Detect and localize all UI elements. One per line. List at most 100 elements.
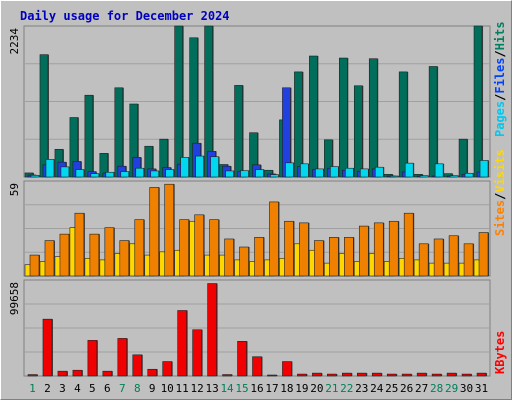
bar-kbytes-day-7	[117, 338, 128, 377]
bar-pages-day-10	[165, 169, 175, 178]
bar-kbytes-day-11	[177, 310, 187, 377]
panel-kbytes-side-label: KBytes	[493, 331, 507, 374]
bar-pages-day-2	[45, 159, 55, 178]
bar-pages-day-27	[419, 175, 429, 178]
bar-sites-day-21	[329, 237, 339, 277]
bar-sites-day-6	[104, 227, 115, 277]
bar-sites-day-4	[74, 212, 85, 277]
bar-sites-day-14	[224, 238, 234, 277]
side-label-separator: /	[493, 94, 507, 101]
x-tick-label-day-18: 18	[280, 382, 293, 395]
x-tick-label-day-31: 31	[475, 382, 488, 395]
bar-sites-day-18	[284, 220, 294, 277]
bar-pages-day-23	[359, 168, 369, 178]
bar-pages-day-18	[285, 162, 294, 178]
bar-kbytes-day-13	[207, 283, 217, 377]
x-tick-label-day-14: 14	[220, 382, 234, 395]
bar-kbytes-day-6	[102, 370, 113, 377]
bar-sites-day-12	[194, 214, 204, 277]
bar-sites-day-29	[448, 235, 459, 277]
bar-pages-day-19	[300, 163, 309, 178]
bar-kbytes-day-12	[192, 329, 202, 377]
x-tick-label-day-24: 24	[370, 382, 384, 395]
bar-pages-day-8	[135, 167, 145, 178]
x-tick-label-day-11: 11	[176, 382, 189, 395]
x-tick-label-day-6: 6	[104, 382, 111, 395]
side-label-sites: Sites	[493, 200, 507, 236]
x-tick-label-day-25: 25	[385, 382, 398, 395]
bar-kbytes-day-19	[297, 373, 307, 377]
x-tick-label-day-28: 28	[430, 382, 443, 395]
side-label-pages: Pages	[493, 101, 507, 137]
bar-kbytes-day-30	[461, 373, 472, 377]
bar-sites-day-8	[134, 219, 145, 277]
bar-sites-day-26	[403, 212, 414, 277]
x-tick-label-day-10: 10	[161, 382, 174, 395]
bar-pages-day-16	[255, 169, 264, 178]
bar-pages-day-20	[315, 168, 324, 178]
bar-pages-day-26	[404, 162, 414, 178]
bar-hits-day-20	[309, 55, 318, 178]
bar-kbytes-day-28	[431, 373, 442, 377]
bar-kbytes-day-14	[222, 374, 232, 377]
x-tick-label-day-17: 17	[265, 382, 278, 395]
bar-hits-day-7	[114, 87, 124, 178]
x-tick-label-day-13: 13	[205, 382, 218, 395]
bar-pages-day-22	[345, 167, 354, 178]
bar-sites-day-11	[179, 219, 189, 277]
bar-sites-day-30	[463, 243, 474, 277]
panel-pages-files-hits-ymax-label: 2234	[8, 28, 21, 55]
bar-hits-day-24	[368, 58, 378, 178]
x-tick-label-day-5: 5	[89, 382, 96, 395]
bar-kbytes-day-2	[42, 318, 53, 377]
bar-sites-day-7	[119, 240, 130, 277]
bar-kbytes-day-16	[252, 356, 262, 377]
bar-pages-day-3	[60, 166, 70, 178]
x-tick-label-day-30: 30	[460, 382, 473, 395]
panel-sites-visits-side-label: Sites/Visits	[493, 149, 507, 236]
bar-pages-day-14	[225, 170, 234, 178]
bar-kbytes-day-21	[327, 373, 337, 377]
bar-sites-day-23	[358, 225, 369, 277]
bar-kbytes-day-24	[371, 372, 382, 377]
bar-sites-day-28	[433, 238, 444, 277]
bar-hits-day-31	[473, 25, 483, 178]
bar-pages-day-21	[330, 166, 339, 178]
side-label-kbytes: KBytes	[493, 331, 507, 374]
bar-sites-day-16	[254, 237, 264, 277]
x-tick-label-day-12: 12	[191, 382, 204, 395]
bar-pages-day-31	[479, 160, 489, 178]
bar-kbytes-day-23	[356, 372, 367, 377]
bar-pages-day-17	[270, 174, 279, 178]
x-tick-label-day-8: 8	[134, 382, 141, 395]
bar-sites-day-9	[149, 187, 160, 277]
x-tick-label-day-21: 21	[325, 382, 338, 395]
bar-hits-day-26	[398, 71, 408, 178]
bar-kbytes-day-4	[72, 369, 83, 377]
bar-sites-day-24	[373, 222, 384, 277]
bar-sites-day-27	[418, 243, 429, 277]
bar-kbytes-day-18	[282, 361, 292, 377]
bar-kbytes-day-8	[132, 354, 143, 377]
x-tick-label-day-20: 20	[310, 382, 323, 395]
bar-pages-day-15	[240, 170, 249, 178]
bar-pages-day-4	[75, 169, 85, 178]
bar-hits-day-19	[294, 71, 303, 178]
bar-kbytes-day-5	[87, 340, 98, 377]
bar-kbytes-day-31	[476, 372, 487, 377]
bar-sites-day-17	[269, 201, 279, 277]
bar-hits-day-15	[234, 85, 243, 178]
bar-pages-day-13	[210, 156, 219, 178]
bar-kbytes-day-25	[386, 373, 397, 377]
panel-kbytes-ymax-label: 99658	[8, 282, 21, 315]
x-tick-label-day-27: 27	[415, 382, 428, 395]
bar-sites-day-3	[59, 233, 70, 277]
x-tick-label-day-26: 26	[400, 382, 413, 395]
side-label-hits: Hits	[493, 21, 507, 50]
bar-sites-day-31	[478, 232, 489, 277]
x-tick-label-day-3: 3	[59, 382, 66, 395]
bar-kbytes-day-27	[416, 372, 427, 377]
bar-pages-day-1	[30, 175, 40, 178]
panel-sites-visits-ymax-label: 59	[8, 183, 21, 196]
